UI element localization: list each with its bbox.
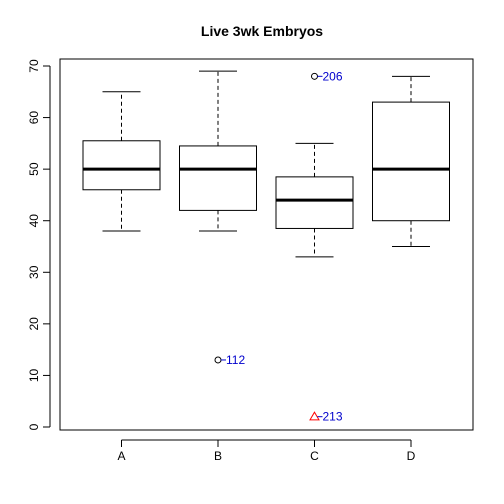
box-d bbox=[372, 75, 450, 247]
x-axis: A B C D bbox=[117, 439, 416, 463]
y-tick-label: 10 bbox=[27, 368, 41, 382]
box-body bbox=[275, 176, 354, 229]
plot-frame bbox=[59, 58, 474, 431]
y-tick-label: 20 bbox=[27, 317, 41, 331]
chart-title: Live 3wk Embryos bbox=[201, 23, 323, 39]
y-tick-label: 40 bbox=[27, 214, 41, 228]
y-tick-label: 0 bbox=[27, 423, 41, 430]
y-axis: 0 10 20 30 40 50 60 70 bbox=[27, 59, 51, 430]
outlier-label: 112 bbox=[226, 353, 245, 367]
box-body bbox=[372, 101, 450, 222]
y-tick-label: 70 bbox=[27, 59, 41, 73]
outlier-label: 213 bbox=[323, 410, 343, 424]
box-a bbox=[82, 91, 161, 232]
y-tick-label: 60 bbox=[27, 111, 41, 125]
x-tick-label: A bbox=[117, 449, 125, 463]
outlier-circle-marker bbox=[214, 356, 222, 364]
x-tick-label: C bbox=[310, 449, 319, 463]
outlier-label: 206 bbox=[323, 69, 343, 83]
outlier-206: 206 bbox=[311, 69, 343, 83]
y-tick-label: 30 bbox=[27, 265, 41, 279]
y-tick-label: 50 bbox=[27, 162, 41, 176]
box-body bbox=[179, 145, 257, 211]
x-tick-label: B bbox=[214, 449, 222, 463]
outlier-triangle-marker bbox=[309, 411, 320, 421]
box-body bbox=[82, 140, 161, 191]
box-b bbox=[179, 70, 257, 232]
outlier-circle-marker bbox=[311, 72, 318, 80]
outlier-group: 112 206 213 bbox=[214, 69, 343, 424]
x-tick-label: D bbox=[407, 449, 416, 463]
outlier-213: 213 bbox=[309, 410, 343, 424]
box-group bbox=[82, 70, 450, 258]
outlier-112: 112 bbox=[214, 353, 245, 367]
box-c bbox=[275, 142, 354, 258]
